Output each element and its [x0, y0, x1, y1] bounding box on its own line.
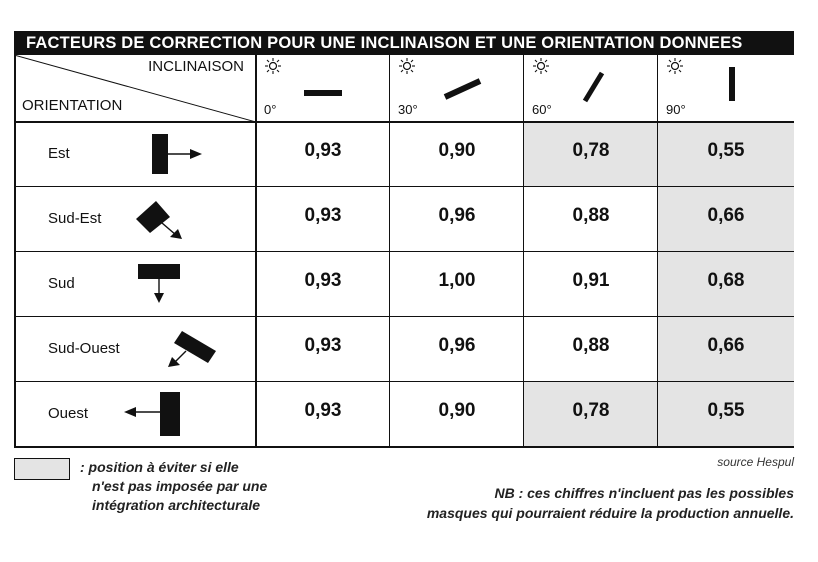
- legend-line-1: : position à éviter si elle: [80, 459, 239, 475]
- value-cell-shaded: 0,78: [524, 382, 658, 447]
- legend-line-3: intégration architecturale: [92, 497, 261, 513]
- header-angle-90: 90°: [658, 55, 794, 122]
- value-cell: 0,93: [304, 140, 342, 161]
- value-cell: 0,93: [304, 205, 342, 226]
- value-cell: 0,93: [304, 270, 342, 291]
- south-east-arrow-icon: [136, 201, 182, 239]
- sun-icon: [265, 58, 281, 74]
- legend-text: : position à éviter si elle n'est pas im…: [80, 458, 267, 515]
- angle-label-0: 0°: [264, 102, 277, 117]
- south-west-arrow-icon: [168, 331, 216, 367]
- panel-90deg-icon: [729, 67, 735, 101]
- grid-line: [14, 251, 794, 252]
- row-label-cell: Sud-Ouest: [14, 317, 256, 382]
- table-title: FACTEURS DE CORRECTION POUR UNE INCLINAI…: [14, 31, 794, 55]
- source-note: source Hespul: [717, 455, 794, 469]
- header-angle-0: 0°: [256, 55, 390, 122]
- nb-note: NB : ces chiffres n'incluent pas les pos…: [427, 483, 794, 523]
- sun-icon: [533, 58, 549, 74]
- legend-swatch: [14, 458, 70, 480]
- row-label-sud: Sud: [48, 275, 75, 292]
- value-cell: 0,91: [572, 270, 610, 291]
- nb-line-2: masques qui pourraient réduire la produc…: [426, 505, 794, 521]
- panel-60deg-icon: [582, 71, 605, 103]
- row-label-cell: Ouest: [14, 382, 256, 447]
- value-cell: 1,00: [438, 270, 476, 291]
- row-label-ouest: Ouest: [48, 405, 89, 422]
- value-cell: 0,96: [438, 205, 476, 226]
- grid-line: [14, 121, 794, 123]
- west-arrow-icon: [124, 392, 180, 436]
- grid-line: [14, 381, 794, 382]
- angle-label-90: 90°: [666, 102, 686, 117]
- grid-line: [14, 186, 794, 187]
- value-cell: 0,88: [572, 335, 610, 356]
- value-cell: 0,96: [438, 335, 476, 356]
- value-cell-shaded: 0,55: [658, 382, 794, 447]
- diagonal-divider: [14, 55, 256, 122]
- grid-line: [14, 446, 794, 448]
- value-cell: 0,90: [438, 140, 476, 161]
- value-cell: 0,93: [304, 335, 342, 356]
- value-cell: 0,88: [572, 205, 610, 226]
- row-label-sud-est: Sud-Est: [48, 210, 102, 227]
- row-label-est: Est: [48, 145, 70, 162]
- value-cell: 0,90: [438, 400, 476, 421]
- value-cell: 0,93: [304, 400, 342, 421]
- value-cell-shaded: 0,78: [524, 122, 658, 187]
- panel-0deg-icon: [304, 90, 342, 96]
- header-corner: INCLINAISON ORIENTATION: [14, 55, 256, 122]
- grid-line: [14, 316, 794, 317]
- orientation-label: ORIENTATION: [22, 97, 123, 114]
- inclinaison-label: INCLINAISON: [148, 58, 244, 75]
- row-label-cell: Sud-Est: [14, 187, 256, 252]
- sun-icon: [667, 58, 683, 74]
- value-cell-shaded: 0,55: [658, 122, 794, 187]
- header-angle-30: 30°: [390, 55, 524, 122]
- header-angle-60: 60°: [524, 55, 658, 122]
- legend-line-2: n'est pas imposée par une: [92, 478, 268, 494]
- angle-label-60: 60°: [532, 102, 552, 117]
- row-label-cell: Est: [14, 122, 256, 187]
- row-label-sud-ouest: Sud-Ouest: [48, 340, 120, 357]
- sun-icon: [399, 58, 415, 74]
- row-label-cell: Sud: [14, 252, 256, 317]
- south-arrow-icon: [138, 264, 180, 303]
- angle-label-30: 30°: [398, 102, 418, 117]
- panel-30deg-icon: [443, 78, 482, 100]
- value-cell-shaded: 0,66: [658, 317, 794, 382]
- east-arrow-icon: [152, 134, 202, 174]
- value-cell-shaded: 0,66: [658, 187, 794, 252]
- nb-line-1: NB : ces chiffres n'incluent pas les pos…: [494, 485, 794, 501]
- value-cell-shaded: 0,68: [658, 252, 794, 317]
